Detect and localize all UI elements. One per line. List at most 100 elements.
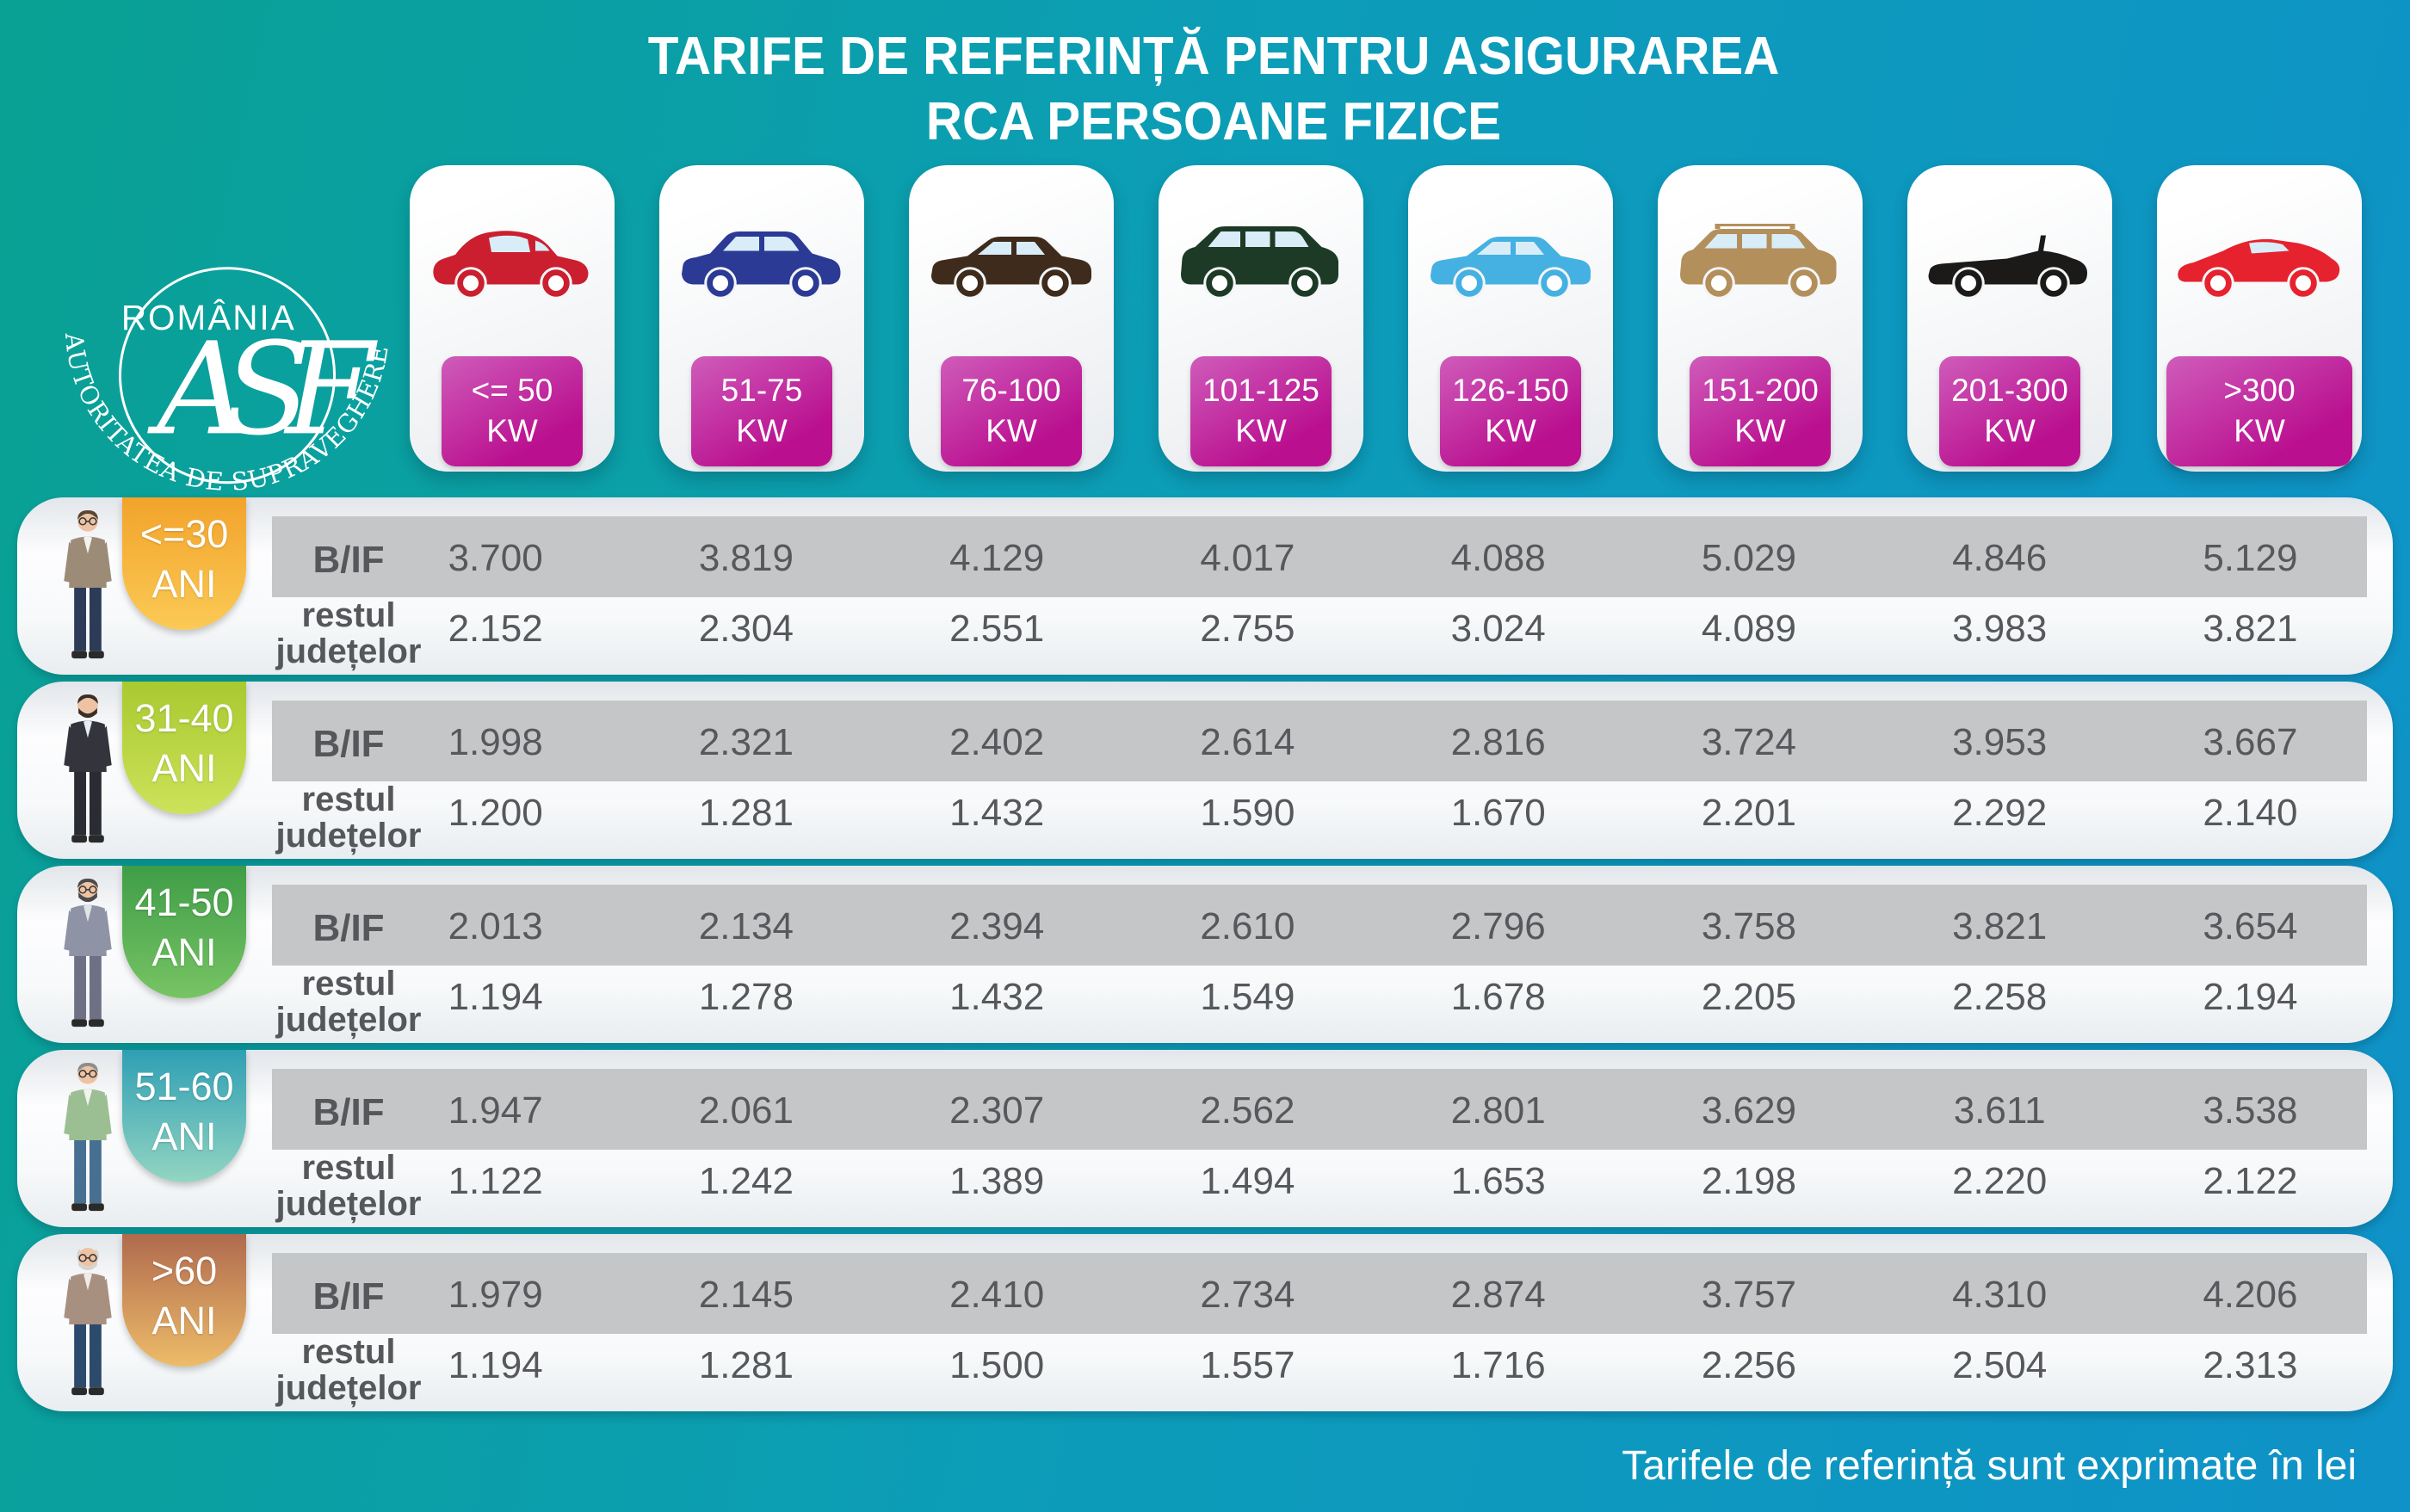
power-category-header: <= 50 KW 51-75 KW 76-100 KW 101-125 KW 126-150 KW…	[387, 165, 2384, 472]
suv-icon	[1675, 213, 1845, 306]
age-badge: 31-40 ANI	[122, 682, 246, 814]
asf-logo: ROMÂNIA ASF AUTORITATEA DE SUPRAVEGHERE …	[31, 225, 417, 537]
bif-values: 1.979 2.145 2.410 2.734 2.874 3.757 4.310 4.206	[370, 1274, 2376, 1317]
zone-label-rest-line2: județelor	[275, 1185, 422, 1223]
power-category-card: <= 50 KW	[410, 165, 615, 472]
age-badge: 41-50 ANI	[122, 866, 246, 998]
sports-car-icon	[2174, 213, 2345, 306]
age-unit-label: ANI	[151, 930, 217, 974]
power-range-label: 76-100	[961, 373, 1061, 408]
tariff-value: 1.281	[698, 792, 794, 834]
tariff-value: 2.013	[448, 905, 543, 947]
power-category-card: 151-200 KW	[1658, 165, 1863, 472]
tariff-value: 1.432	[949, 976, 1045, 1018]
tariff-value: 2.256	[1701, 1344, 1796, 1386]
tariff-value: 2.796	[1450, 905, 1546, 947]
rest-values: 1.122 1.242 1.389 1.494 1.653 2.198 2.220 2.122	[370, 1160, 2376, 1203]
middle-aged-man-icon	[48, 874, 127, 1036]
tariff-value: 4.017	[1200, 537, 1295, 579]
age-badge: <=30 ANI	[122, 497, 246, 630]
power-category-card: >300 KW	[2157, 165, 2362, 472]
tariff-value: 2.194	[2203, 976, 2298, 1018]
power-range-label: 101-125	[1202, 373, 1319, 408]
crossover-icon	[677, 213, 847, 306]
bif-values: 1.947 2.061 2.307 2.562 2.801 3.629 3.611 3.538	[370, 1089, 2376, 1132]
power-range-badge: 126-150 KW	[1440, 356, 1581, 466]
tariff-value: 2.734	[1200, 1274, 1295, 1316]
young-man-icon	[48, 506, 127, 668]
zone-label-bif: B/IF	[312, 907, 385, 949]
tariff-value: 2.504	[1952, 1344, 2048, 1386]
tariff-value: 2.816	[1450, 721, 1546, 763]
power-range-badge: 76-100 KW	[941, 356, 1082, 466]
tariff-value: 4.089	[1701, 608, 1796, 650]
power-unit-label: KW	[1734, 413, 1786, 448]
rest-values: 2.152 2.304 2.551 2.755 3.024 4.089 3.983 3.821	[370, 608, 2376, 651]
tariff-value: 4.129	[949, 537, 1045, 579]
rest-values: 1.200 1.281 1.432 1.590 1.670 2.201 2.292 2.140	[370, 792, 2376, 835]
age-range-label: 41-50	[134, 880, 234, 924]
age-range-label: <=30	[139, 512, 229, 556]
age-badge: 51-60 ANI	[122, 1050, 246, 1182]
power-range-badge: 151-200 KW	[1690, 356, 1831, 466]
tariff-value: 2.134	[698, 905, 794, 947]
tariff-value: 2.205	[1701, 976, 1796, 1018]
zone-label-rest-line2: județelor	[275, 1369, 422, 1407]
zone-label-rest-line1: restul	[301, 1149, 396, 1187]
age-group-row: <=30 ANI B/IF restul județelor 3.700 3.819 4.12…	[17, 497, 2393, 675]
tariff-value: 2.061	[698, 1089, 794, 1132]
power-unit-label: KW	[986, 413, 1037, 448]
age-badge: >60 ANI	[122, 1234, 246, 1367]
tariff-value: 1.590	[1200, 792, 1295, 834]
power-range-label: 126-150	[1452, 373, 1569, 408]
power-unit-label: KW	[736, 413, 788, 448]
tariff-value: 3.953	[1952, 721, 2048, 763]
tariff-value: 1.557	[1200, 1344, 1295, 1386]
tariff-value: 3.983	[1952, 608, 2048, 650]
tariff-value: 2.304	[698, 608, 794, 650]
logo-country-label: ROMÂNIA	[121, 298, 296, 337]
power-range-badge: 51-75 KW	[691, 356, 832, 466]
tariff-value: 1.194	[448, 976, 543, 1018]
tariff-value: 2.152	[448, 608, 543, 650]
elderly-man-icon	[48, 1243, 127, 1404]
tariff-value: 1.716	[1450, 1344, 1546, 1386]
zone-label-bif: B/IF	[312, 539, 385, 581]
tariff-value: 1.998	[448, 721, 543, 763]
tariff-value: 2.614	[1200, 721, 1295, 763]
power-range-label: <= 50	[471, 373, 553, 408]
zone-label-rest-line1: restul	[301, 1333, 396, 1371]
convertible-icon	[1925, 213, 2095, 306]
tariff-value: 2.313	[2203, 1344, 2298, 1386]
tariff-value: 3.819	[698, 537, 794, 579]
tariff-value: 1.194	[448, 1344, 543, 1386]
power-category-card: 76-100 KW	[909, 165, 1114, 472]
tariff-value: 3.724	[1701, 721, 1796, 763]
tariff-value: 4.088	[1450, 537, 1546, 579]
bif-band	[272, 1069, 2367, 1150]
power-range-label: 51-75	[720, 373, 803, 408]
tariff-value: 1.389	[949, 1160, 1045, 1202]
tariff-value: 1.549	[1200, 976, 1295, 1018]
senior-man-icon	[48, 1058, 127, 1220]
rest-values: 1.194 1.281 1.500 1.557 1.716 2.256 2.504 2.313	[370, 1344, 2376, 1387]
power-unit-label: KW	[1984, 413, 2036, 448]
minivan-icon	[1176, 213, 1346, 306]
age-range-label: 31-40	[134, 696, 234, 740]
tariff-table: <=30 ANI B/IF restul județelor 3.700 3.819 4.12…	[17, 497, 2393, 1418]
tariff-value: 3.024	[1450, 608, 1546, 650]
tariff-value: 2.140	[2203, 792, 2298, 834]
tariff-value: 1.122	[448, 1160, 543, 1202]
zone-label-rest-line2: județelor	[275, 817, 422, 855]
sedan-icon	[926, 213, 1097, 306]
age-range-label: >60	[151, 1249, 218, 1293]
tariff-value: 4.310	[1952, 1274, 2048, 1316]
tariff-value: 1.979	[448, 1274, 543, 1316]
tariff-value: 2.220	[1952, 1160, 2048, 1202]
tariff-value: 3.758	[1701, 905, 1796, 947]
tariff-value: 3.821	[1952, 905, 2048, 947]
power-unit-label: KW	[1235, 413, 1287, 448]
tariff-value: 1.947	[448, 1089, 543, 1132]
tariff-value: 1.432	[949, 792, 1045, 834]
zone-label-rest-line2: județelor	[275, 1001, 422, 1039]
